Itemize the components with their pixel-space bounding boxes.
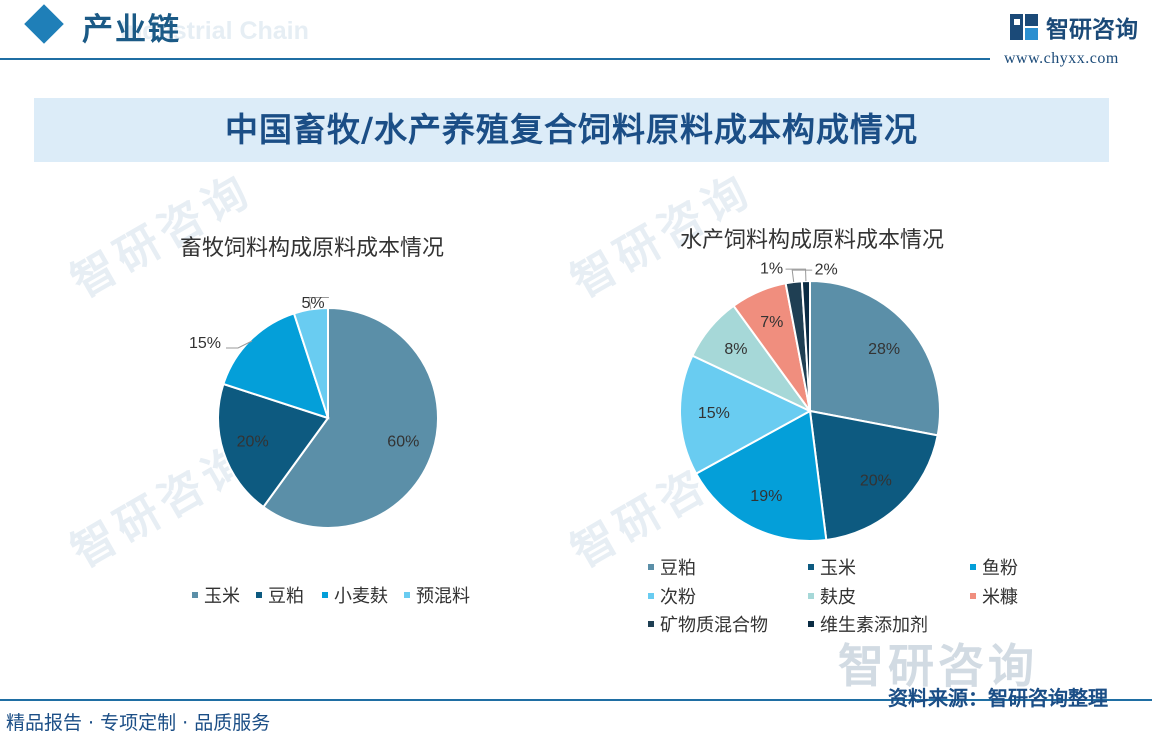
chart2-title: 水产饲料构成原料成本情况 bbox=[680, 228, 945, 253]
legend-swatch bbox=[648, 621, 654, 627]
pie-slice bbox=[809, 279, 941, 437]
legend-label: 矿物质混合物 bbox=[660, 615, 768, 636]
legend-label: 维生素添加剂 bbox=[820, 615, 928, 636]
legend-label: 豆粕 bbox=[660, 558, 696, 579]
data-label: 1% bbox=[760, 260, 783, 277]
banner-title: 中国畜牧/水产养殖复合饲料原料成本构成情况 bbox=[224, 110, 919, 149]
legend-label: 小麦麸 bbox=[334, 586, 388, 607]
legend-item-premix: 预混料 bbox=[404, 582, 470, 608]
pie-slice bbox=[217, 382, 330, 509]
legend-item-soymeal: 豆粕 bbox=[648, 554, 696, 580]
legend-label: 麸皮 bbox=[820, 587, 856, 608]
legend-label: 预混料 bbox=[416, 586, 470, 607]
logo: 智研咨询 bbox=[1008, 10, 1138, 44]
data-label: 19% bbox=[750, 488, 782, 505]
legend-item-shorts: 次粉 bbox=[648, 583, 696, 609]
legend-item-minerals: 矿物质混合物 bbox=[648, 611, 768, 637]
legend-item-vitamins: 维生素添加剂 bbox=[808, 611, 928, 637]
logo-icon bbox=[1010, 14, 1038, 40]
legend-swatch bbox=[322, 592, 328, 598]
site-url[interactable]: www.chyxx.com bbox=[1004, 50, 1119, 67]
legend-item-rice-bran: 米糠 bbox=[970, 583, 1018, 609]
section-title: 产业链 bbox=[82, 12, 181, 48]
legend-swatch bbox=[192, 592, 198, 598]
data-label: 7% bbox=[760, 314, 783, 331]
footer-tagline: 精品报告 · 专项定制 · 品质服务 bbox=[6, 712, 271, 734]
title-banner: 中国畜牧/水产养殖复合饲料原料成本构成情况 bbox=[34, 98, 1109, 162]
legend-item-corn: 玉米 bbox=[808, 554, 856, 580]
data-label: 20% bbox=[237, 434, 269, 451]
legend-swatch bbox=[404, 592, 410, 598]
pie-slice bbox=[808, 409, 939, 542]
pie-slice bbox=[800, 279, 811, 412]
data-label: 15% bbox=[189, 335, 221, 352]
header-divider bbox=[0, 58, 990, 60]
leader-line bbox=[785, 268, 807, 282]
legend-label: 玉米 bbox=[204, 586, 240, 607]
pie-slice bbox=[292, 306, 329, 419]
data-label: 5% bbox=[301, 295, 324, 312]
legend-label: 玉米 bbox=[820, 558, 856, 579]
section-title-en: Industrial Chain bbox=[120, 17, 309, 45]
legend-swatch bbox=[648, 593, 654, 599]
legend-swatch bbox=[648, 564, 654, 570]
leader-line bbox=[308, 297, 329, 310]
footer-divider bbox=[0, 699, 1152, 701]
legend-swatch bbox=[808, 564, 814, 570]
chart1-title: 畜牧饲料构成原料成本情况 bbox=[180, 236, 445, 261]
data-label: 8% bbox=[724, 341, 747, 358]
pie-slice bbox=[261, 306, 439, 529]
legend-item-fishmeal: 鱼粉 bbox=[970, 554, 1018, 580]
data-label: 60% bbox=[387, 434, 419, 451]
logo-text: 智研咨询 bbox=[1046, 17, 1138, 43]
legend-label: 次粉 bbox=[660, 587, 696, 608]
header: Industrial Chain 产业链 智研咨询 www.chyxx.com bbox=[0, 0, 1152, 67]
legend-item-bran: 麸皮 bbox=[808, 583, 856, 609]
legend-item-corn: 玉米 bbox=[192, 582, 240, 608]
legend-swatch bbox=[970, 564, 976, 570]
legend-swatch bbox=[808, 621, 814, 627]
pie-slice bbox=[679, 354, 813, 475]
data-label: 15% bbox=[698, 405, 730, 422]
legend-swatch bbox=[808, 593, 814, 599]
legend-swatch bbox=[970, 593, 976, 599]
legend-label: 鱼粉 bbox=[982, 558, 1018, 579]
legend-swatch bbox=[256, 592, 262, 598]
watermark-logo: 智研咨询 bbox=[838, 639, 1038, 693]
legend-label: 米糠 bbox=[982, 587, 1018, 608]
data-label: 20% bbox=[860, 472, 892, 489]
data-label: 2% bbox=[815, 261, 838, 278]
pie-slice bbox=[694, 409, 828, 542]
legend-item-soymeal: 豆粕 bbox=[256, 582, 304, 608]
legend-label: 豆粕 bbox=[268, 586, 304, 607]
source-note: 资料来源：智研咨询整理 bbox=[888, 686, 1108, 710]
data-label: 28% bbox=[868, 341, 900, 358]
legend-item-wheat-bran: 小麦麸 bbox=[322, 582, 388, 608]
leader-line bbox=[226, 340, 253, 349]
